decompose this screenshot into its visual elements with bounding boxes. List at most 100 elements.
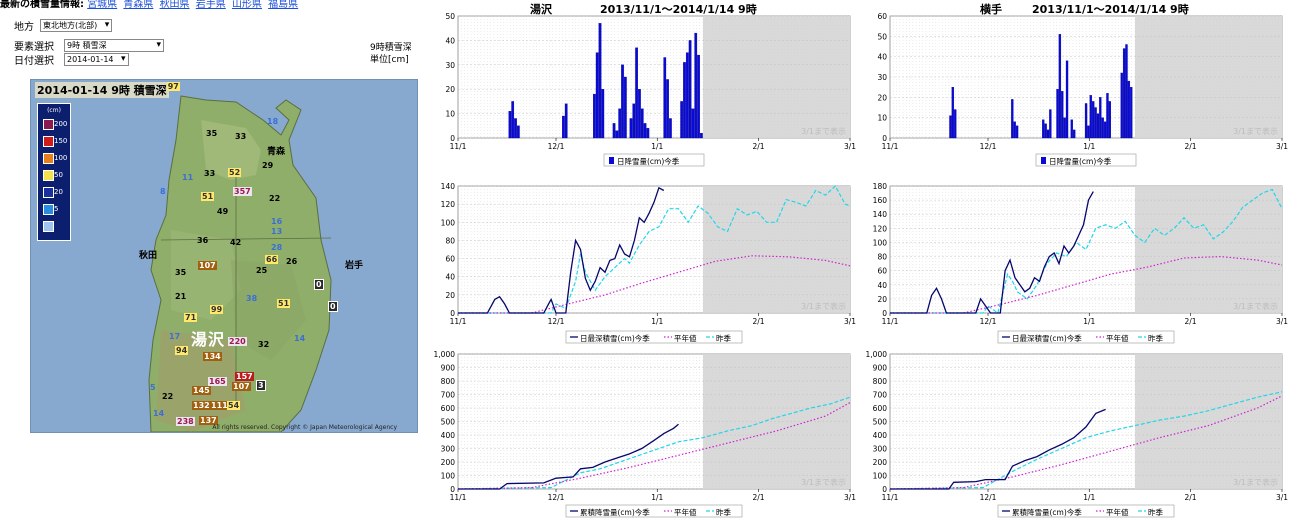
station-value[interactable]: 238 [176,417,195,426]
station-value[interactable]: 17 [169,332,181,341]
y-tick-label: 40 [445,36,455,45]
station-value[interactable]: 134 [203,352,222,361]
station-value[interactable]: 145 [192,386,211,395]
station-value[interactable]: 22 [269,194,281,203]
station-value[interactable]: 8 [160,187,166,196]
station-value[interactable]: 29 [262,161,274,170]
station-value[interactable]: 18 [267,117,279,126]
snowfall-bar [1046,129,1050,139]
future-shade [1135,16,1282,138]
station-value[interactable]: 99 [210,305,224,314]
station-value[interactable]: 33 [235,132,247,141]
station-value[interactable]: 0 [314,279,324,290]
station-value[interactable]: 111 [210,401,229,410]
region-select[interactable]: 東北地方(北部) [40,18,113,32]
station-value[interactable]: 52 [228,168,242,177]
station-value[interactable]: 71 [184,313,198,322]
snowfall-bar [1092,101,1095,139]
snowfall-bar [615,130,619,139]
snowfall-bar [612,123,616,139]
snowfall-bar [697,54,700,139]
station-value[interactable]: 14 [153,409,165,418]
map-title-value: 97 [166,82,180,91]
plot-area [889,185,1283,314]
station-value[interactable]: 21 [175,292,187,301]
top-link-bar: 最新の積雪量情報: 宮城県 青森県 秋田県 岩手県 山形県 福島県 [0,0,415,9]
map-title-text: 2014-01-14 9時 積雪深 [37,84,167,97]
x-tick-label: 11/1 [882,142,899,151]
station-value[interactable]: 137 [199,416,218,425]
pref-label-aomori: 青森 [267,147,286,157]
station-value[interactable]: 94 [175,346,189,355]
station-value[interactable]: 33 [204,169,216,178]
y-tick-label: 900 [441,364,456,373]
snowfall-bar [593,93,596,139]
snowfall-bar [691,108,695,139]
station-value[interactable]: 3 [256,380,266,391]
snowfall-bar [694,32,698,139]
y-tick-label: 700 [441,391,456,400]
station-value[interactable]: 42 [230,238,242,247]
chart-title-period: 2013/11/1～2014/1/14 9時 [600,3,757,16]
x-tick-label: 1/1 [651,317,663,326]
station-value[interactable]: 35 [206,129,218,138]
snow-depth-map[interactable]: 2014-01-14 9時 積雪深 97 (cm) 200 150 100 50… [30,79,418,433]
plot-area [889,15,1283,139]
station-value[interactable]: 5 [150,383,156,392]
station-value[interactable]: 25 [256,266,268,275]
legend-swatch [43,221,54,232]
x-tick-label: 12/1 [980,317,997,326]
station-value[interactable]: 28 [271,243,283,252]
station-value[interactable]: 107 [198,261,217,270]
station-value[interactable]: 38 [246,294,258,303]
y-tick-label: 400 [441,431,456,440]
snowfall-bar [621,64,624,139]
pref-link[interactable]: 岩手県 [195,0,226,9]
legend-swatch [43,187,54,198]
station-value[interactable]: 35 [175,268,187,277]
x-tick-label: 3/1 [1276,493,1288,502]
station-value[interactable]: 54 [227,401,241,410]
y-tick-label: 40 [877,53,887,62]
station-value[interactable]: 132 [192,401,211,410]
snowfall-bar [688,40,692,139]
chart-title-period: 2013/11/1～2014/1/14 9時 [1032,3,1189,16]
station-value[interactable]: 107 [232,382,251,391]
y-tick-label: 120 [441,200,456,209]
date-select[interactable]: 2014-01-14 [64,52,129,66]
x-tick-label: 12/1 [980,142,997,151]
station-value[interactable]: 26 [286,257,298,266]
station-value[interactable]: 22 [162,392,174,401]
y-tick-label: 100 [441,218,456,227]
station-value[interactable]: 51 [277,299,291,308]
x-tick-label: 3/1 [1276,317,1288,326]
station-value[interactable]: 49 [217,207,229,216]
snowfall-bar [635,47,638,139]
station-value[interactable]: 13 [271,227,283,236]
pref-link[interactable]: 山形県 [231,0,262,9]
pref-link[interactable]: 福島県 [268,0,299,9]
station-value[interactable]: 157 [235,372,254,381]
station-value[interactable]: 32 [258,340,270,349]
legend-label: 累積降雪量(cm)今季 [580,507,650,517]
map-title: 2014-01-14 9時 積雪深 97 [35,82,180,98]
legend-label: 昨季 [716,333,731,343]
pref-link[interactable]: 宮城県 [87,0,118,9]
station-value[interactable]: 11 [182,173,194,182]
station-value[interactable]: 51 [201,192,215,201]
y-tick-label: 100 [441,472,456,481]
station-value[interactable]: 357 [233,187,252,196]
station-value[interactable]: 14 [294,334,306,343]
station-value[interactable]: 36 [197,236,209,245]
station-value[interactable]: 66 [265,255,279,264]
station-value[interactable]: 16 [271,217,283,226]
pref-link[interactable]: 秋田県 [159,0,190,9]
element-select[interactable]: 9時 積雪深 [64,38,164,52]
y-tick-label: 10 [445,110,455,119]
station-value[interactable]: 0 [328,301,338,312]
x-tick-label: 12/1 [548,317,565,326]
station-value[interactable]: 165 [208,377,227,386]
station-value[interactable]: 220 [228,337,247,346]
pref-link[interactable]: 青森県 [123,0,154,9]
y-tick-label: 700 [873,391,888,400]
